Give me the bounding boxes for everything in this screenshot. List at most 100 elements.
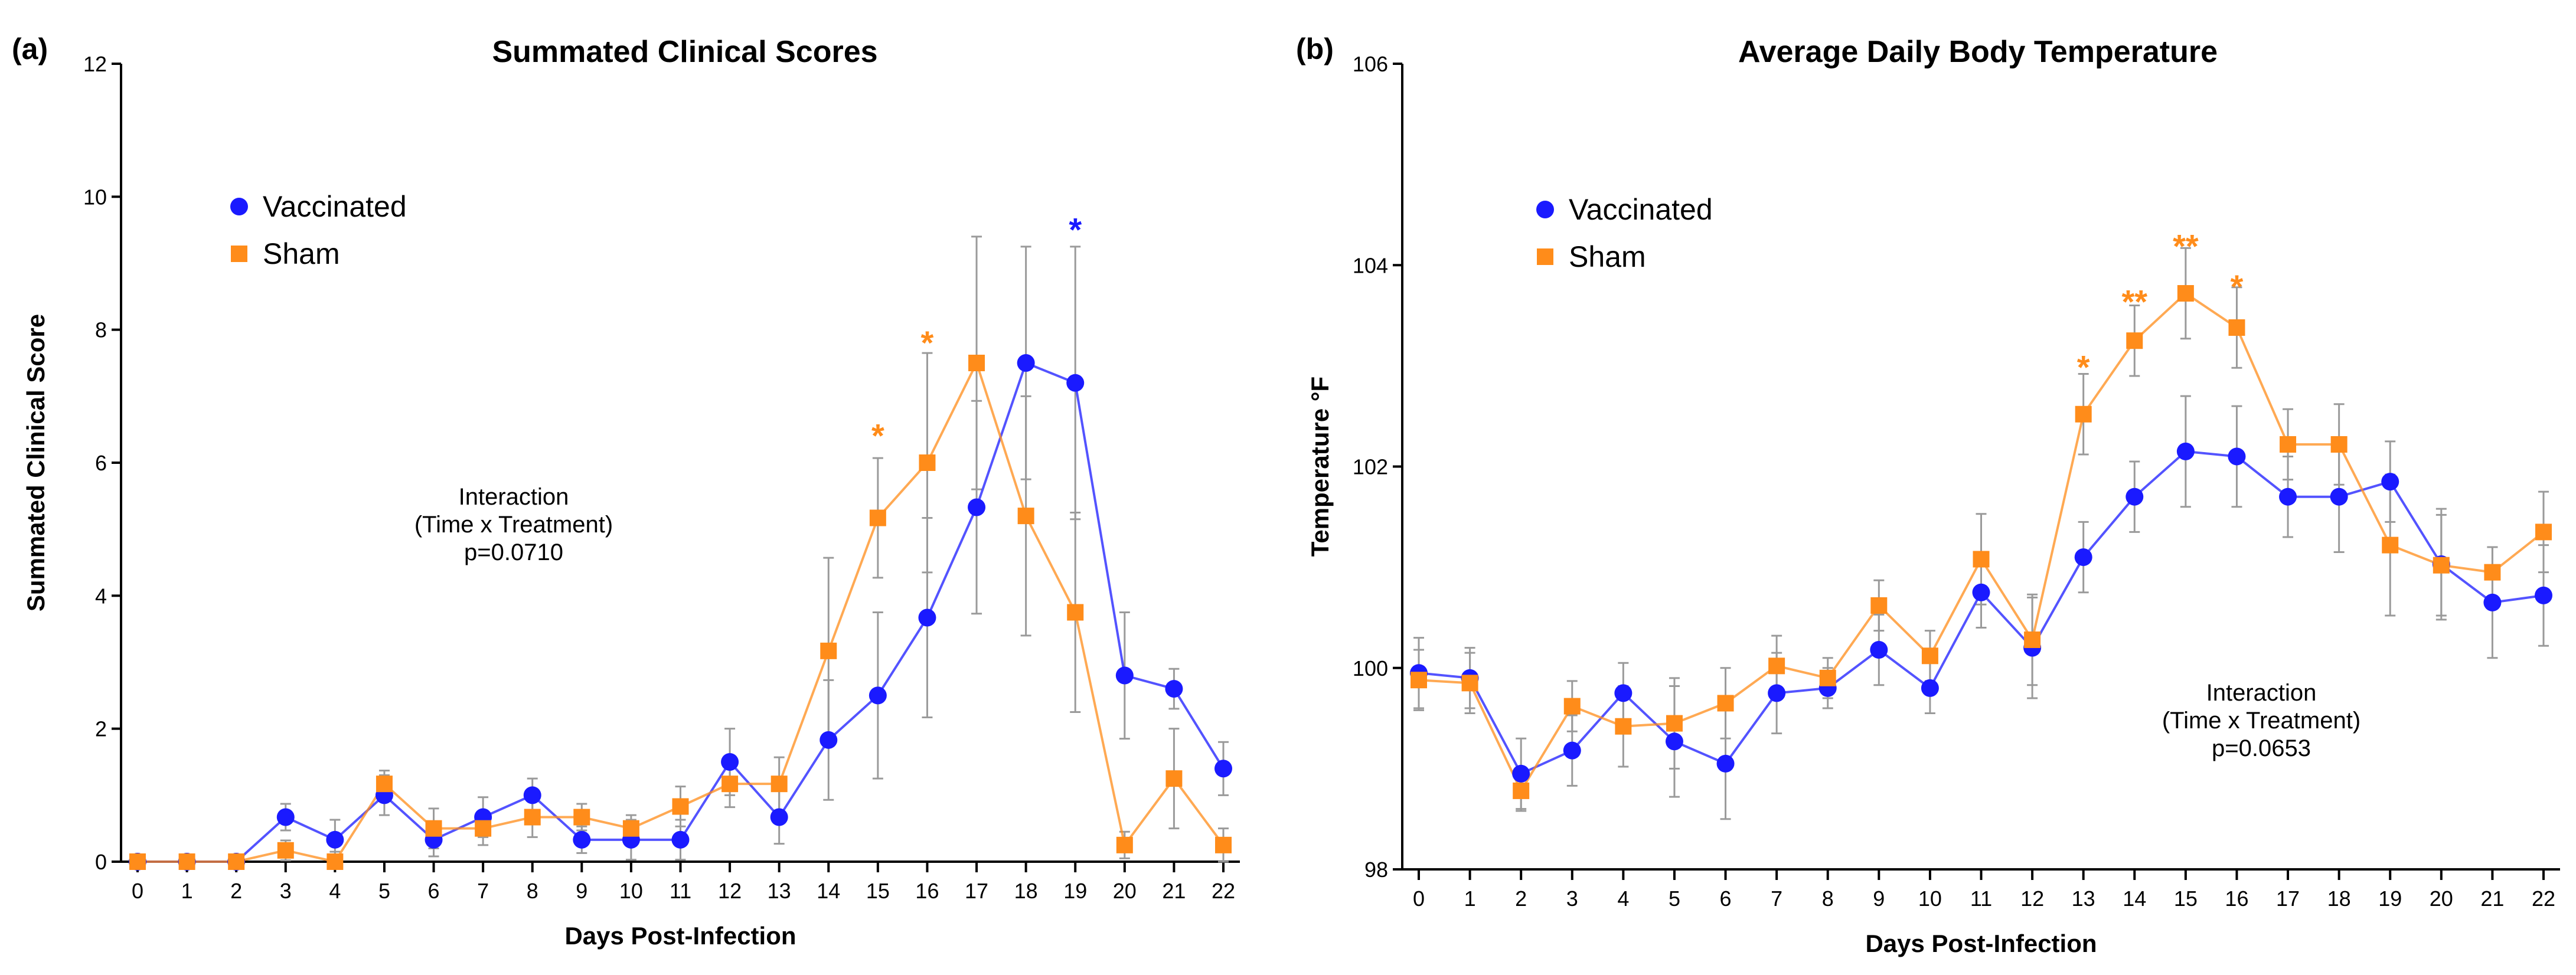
data-point-vaccinated [1115, 666, 1134, 685]
y-tick-label: 100 [1353, 656, 1388, 680]
data-point-sham [2075, 405, 2092, 423]
x-tick-label: 14 [2123, 886, 2146, 911]
x-tick-label: 2 [230, 879, 242, 903]
data-point-sham [277, 842, 294, 859]
x-tick-label: 10 [1918, 886, 1942, 911]
data-point-vaccinated [671, 830, 690, 849]
legend-marker-vaccinated [1536, 201, 1554, 218]
x-tick-label: 7 [1771, 886, 1782, 911]
data-point-sham [1513, 782, 1530, 799]
x-tick-label: 19 [2378, 886, 2402, 911]
x-tick-label: 8 [527, 879, 538, 903]
y-tick-label: 10 [83, 185, 107, 209]
x-tick-label: 13 [768, 879, 791, 903]
data-point-vaccinated [918, 608, 936, 627]
data-point-sham [1921, 647, 1938, 665]
y-tick-label: 104 [1353, 253, 1388, 277]
x-tick-label: 4 [329, 879, 341, 903]
data-point-vaccinated [1165, 680, 1183, 698]
data-point-sham [425, 820, 442, 837]
data-point-sham [1819, 669, 1836, 686]
x-tick-label: 3 [280, 879, 292, 903]
x-tick-label: 9 [576, 879, 587, 903]
data-point-sham [2484, 564, 2501, 581]
legend-label-sham: Sham [263, 237, 340, 270]
legend-label-vaccinated: Vaccinated [263, 190, 407, 223]
legend-label-sham: Sham [1569, 240, 1646, 273]
data-point-sham [1666, 715, 1683, 732]
legend-label-vaccinated: Vaccinated [1569, 193, 1713, 226]
panel-letter: (b) [1296, 32, 1334, 66]
data-point-sham [1717, 695, 1734, 712]
x-tick-label: 0 [132, 879, 143, 903]
data-point-vaccinated [721, 753, 739, 771]
series-sham [1413, 247, 2549, 812]
x-tick-label: 21 [2480, 886, 2504, 911]
y-tick-label: 12 [83, 52, 107, 76]
x-tick-label: 19 [1063, 879, 1087, 903]
y-tick-label: 106 [1353, 52, 1388, 76]
x-tick-label: 11 [1970, 886, 1992, 911]
y-tick-label: 8 [95, 318, 107, 342]
x-tick-label: 6 [1720, 886, 1732, 911]
data-point-vaccinated [1716, 754, 1735, 773]
data-point-sham [2382, 536, 2399, 554]
x-tick-label: 8 [1822, 886, 1834, 911]
data-point-vaccinated [2279, 488, 2297, 506]
series-vaccinated [280, 246, 1229, 861]
x-axis-label: Days Post-Infection [564, 922, 796, 950]
data-point-vaccinated [2176, 442, 2195, 460]
data-point-vaccinated [869, 686, 887, 705]
x-tick-label: 4 [1617, 886, 1629, 911]
x-tick-label: 18 [2327, 886, 2351, 911]
data-point-sham [968, 355, 985, 371]
annotation-line: Interaction [2206, 680, 2317, 706]
data-point-vaccinated [1017, 354, 1035, 372]
data-point-vaccinated [2074, 548, 2092, 567]
data-point-sham [1870, 597, 1888, 614]
data-point-sham [869, 509, 886, 526]
data-point-sham [376, 776, 393, 793]
x-tick-label: 7 [477, 879, 489, 903]
significance-star: ** [2121, 283, 2147, 320]
significance-star: * [2231, 268, 2244, 305]
data-point-sham [2126, 332, 2143, 349]
legend-marker-vaccinated [230, 198, 248, 215]
x-tick-label: 17 [965, 879, 988, 903]
panel-b: (b) Average Daily Body Temperature9810010… [1296, 32, 2560, 957]
data-point-sham [2433, 557, 2450, 574]
x-tick-label: 17 [2276, 886, 2300, 911]
y-axis-label: Temperature °F [1306, 377, 1334, 557]
data-point-sham [2280, 436, 2297, 453]
significance-star: * [2077, 348, 2090, 385]
x-tick-label: 5 [378, 879, 390, 903]
x-tick-label: 20 [2430, 886, 2453, 911]
x-tick-label: 0 [1413, 886, 1425, 911]
data-point-vaccinated [2228, 447, 2246, 466]
data-point-sham [2024, 631, 2041, 648]
data-point-vaccinated [2126, 488, 2144, 506]
x-tick-label: 5 [1669, 886, 1680, 911]
data-point-sham [1411, 672, 1427, 689]
significance-star: ** [2173, 228, 2199, 265]
data-point-sham [770, 776, 788, 793]
data-point-sham [1067, 604, 1084, 621]
data-point-sham [475, 820, 492, 837]
x-tick-label: 18 [1014, 879, 1038, 903]
data-point-sham [1116, 836, 1133, 853]
data-point-vaccinated [1512, 764, 1530, 783]
series-vaccinated [1413, 395, 2549, 820]
y-tick-label: 6 [95, 451, 107, 475]
data-point-vaccinated [1921, 679, 1939, 697]
data-point-sham [622, 820, 639, 837]
x-tick-label: 1 [181, 879, 193, 903]
data-point-vaccinated [573, 830, 591, 849]
data-point-sham [919, 454, 936, 471]
x-tick-label: 16 [915, 879, 939, 903]
series-sham [280, 235, 1229, 863]
chart-title: Summated Clinical Scores [492, 35, 877, 69]
data-point-sham [1165, 770, 1183, 787]
y-tick-label: 0 [95, 850, 107, 874]
